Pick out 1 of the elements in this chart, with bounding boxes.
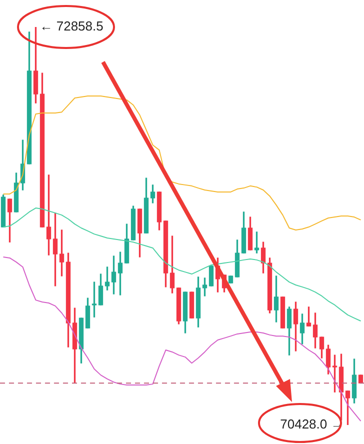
annotation: ← 72858.5 xyxy=(40,18,104,34)
